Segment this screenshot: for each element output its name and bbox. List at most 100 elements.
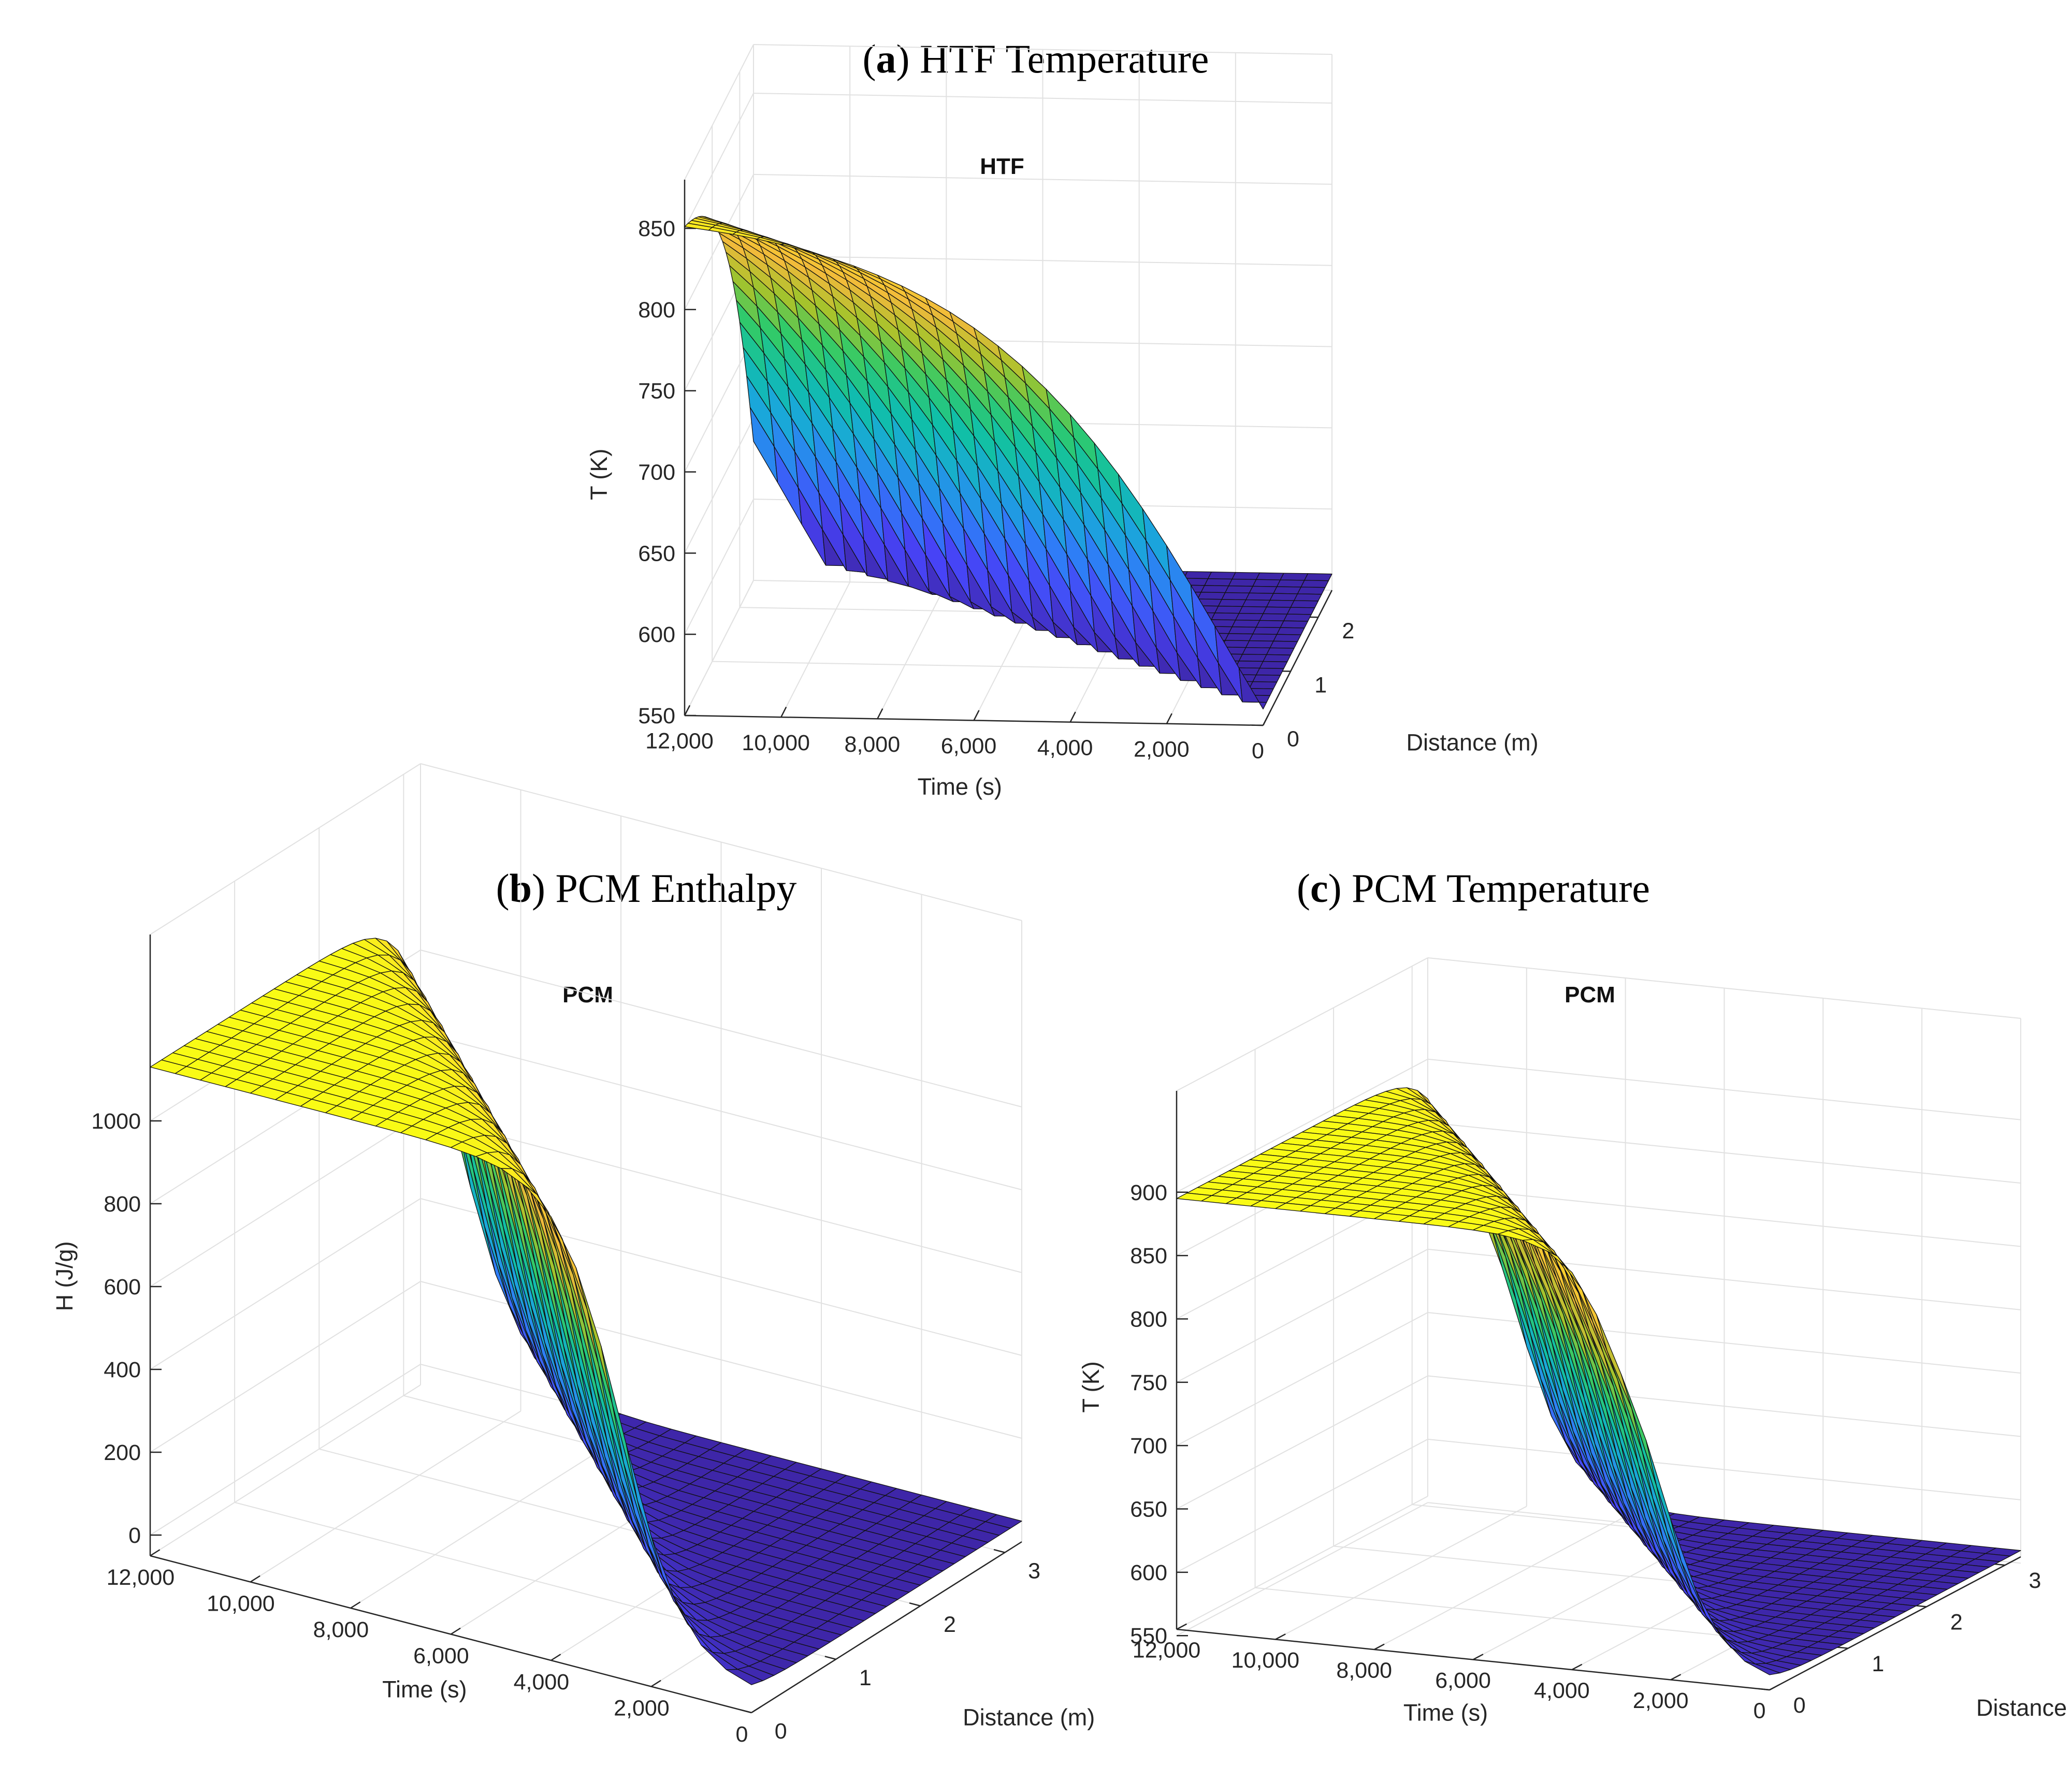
x-tick xyxy=(150,1549,161,1557)
surface-c xyxy=(1176,1087,2021,1675)
x-axis-label: Time (s) xyxy=(1403,1700,1488,1726)
z-tick-label: 750 xyxy=(1130,1370,1167,1395)
y-tick xyxy=(993,1549,1005,1553)
z-tick-label: 700 xyxy=(1130,1434,1167,1458)
axes-c: 0 2,000 4,000 6,000 8,000 10,000 12,000 0 1 2 3 550… xyxy=(1078,1091,2072,1726)
y-axis-label: Distance (m) xyxy=(963,1704,1095,1731)
box-edge xyxy=(1176,957,1428,1091)
box-edge xyxy=(753,44,1332,55)
z-tick-label: 1000 xyxy=(91,1109,141,1134)
surface-cell xyxy=(1225,633,1253,641)
surface-plot-b: 0 2,000 4,000 6,000 8,000 10,000 12,000 0 1 2 3 0 20… xyxy=(51,763,1095,1747)
x-tick xyxy=(250,1575,260,1583)
x-tick-label: 6,000 xyxy=(1435,1668,1491,1693)
y-tick xyxy=(1758,1688,1770,1691)
surface-cell xyxy=(1273,586,1301,594)
y-tick xyxy=(824,1656,836,1660)
grid-line xyxy=(150,1115,421,1287)
z-tick-label: 650 xyxy=(638,541,675,566)
surface-cell xyxy=(1266,647,1295,655)
z-tick-label: 550 xyxy=(638,704,675,728)
surface-cell xyxy=(1252,674,1281,683)
x-tick-label: 0 xyxy=(735,1722,748,1747)
z-tick-label: 800 xyxy=(638,298,675,323)
x-tick-label: 8,000 xyxy=(313,1617,369,1642)
x-axis-label: Time (s) xyxy=(382,1676,467,1703)
surface-cell xyxy=(1297,587,1326,595)
grid-line xyxy=(684,499,754,635)
x-tick xyxy=(1374,1643,1385,1651)
x-tick xyxy=(684,705,691,716)
x-tick-label: 8,000 xyxy=(845,732,901,757)
x-tick xyxy=(780,706,787,718)
panel-a: HTF 0 2,000 4,000 6,000 8,000 10,000 12,000 0 1 2… xyxy=(586,44,1539,800)
surface-cell xyxy=(1269,593,1298,601)
grid-line xyxy=(1374,1516,1626,1650)
y-tick-label: 1 xyxy=(1872,1652,1884,1676)
z-tick-label: 400 xyxy=(104,1357,141,1382)
surface-cell xyxy=(1266,600,1295,608)
grid-line xyxy=(1176,1502,1428,1637)
surface-cell xyxy=(1214,606,1243,614)
surface-cell xyxy=(1280,620,1309,629)
surface-cell xyxy=(1259,661,1288,669)
grid-line xyxy=(1176,1496,1428,1630)
y-tick-label: 0 xyxy=(1793,1693,1806,1718)
surface-cell xyxy=(1304,573,1332,581)
surface-plot-a: 0 2,000 4,000 6,000 8,000 10,000 12,000 0 1 2 550 6… xyxy=(586,44,1539,800)
surface-cell xyxy=(1211,612,1240,621)
surface-cell xyxy=(1283,614,1312,622)
plot-title-c: PCM xyxy=(1564,982,1615,1008)
surface-cell xyxy=(1300,580,1329,588)
grid-line xyxy=(684,93,754,229)
grid-line xyxy=(1176,1375,1428,1510)
z-tick-label: 850 xyxy=(1130,1244,1167,1268)
x-tick-label: 10,000 xyxy=(207,1591,275,1616)
grid-line xyxy=(150,1364,421,1536)
caption-a: (a) HTF Temperature xyxy=(863,36,1209,81)
surface-a xyxy=(684,216,1332,710)
x-tick xyxy=(650,1680,661,1687)
y-tick-label: 3 xyxy=(1028,1559,1040,1584)
y-tick-label: 3 xyxy=(2028,1568,2041,1593)
grid-line xyxy=(684,174,754,310)
surface-cell xyxy=(1294,593,1322,602)
x-tick-label: 2,000 xyxy=(614,1696,670,1720)
y-tick-label: 1 xyxy=(859,1666,872,1690)
x-axis-label: Time (s) xyxy=(918,773,1002,800)
grid-line xyxy=(684,580,754,716)
x-tick-label: 2,000 xyxy=(1134,737,1190,762)
box-edge xyxy=(150,763,421,935)
box-edge xyxy=(420,763,1022,921)
grid-line xyxy=(1176,1248,1428,1383)
surface-cell xyxy=(1242,599,1270,607)
x-tick xyxy=(450,1627,461,1635)
surface-cell xyxy=(1204,578,1233,587)
x-tick xyxy=(350,1601,361,1609)
z-axis-label: T (K) xyxy=(1078,1361,1104,1412)
grid-line xyxy=(1176,1312,1428,1447)
y-axis-label: Distance (m) xyxy=(1407,729,1539,756)
surface-b xyxy=(150,938,1022,1685)
x-tick xyxy=(1571,1663,1583,1671)
surface-cell xyxy=(1228,626,1257,635)
grid-line xyxy=(1176,1058,1428,1193)
box-edge xyxy=(1427,957,2021,1019)
surface-cell xyxy=(1231,572,1260,580)
x-tick-label: 10,000 xyxy=(1231,1648,1300,1673)
surface-cell xyxy=(1252,579,1281,587)
z-tick-label: 700 xyxy=(638,460,675,485)
x-tick-label: 6,000 xyxy=(413,1643,469,1668)
grid-line xyxy=(150,1198,421,1370)
y-tick xyxy=(1915,1604,1927,1608)
surface-cell xyxy=(1242,647,1270,655)
surface-cell xyxy=(1290,600,1319,608)
surface-cell xyxy=(726,1669,763,1685)
x-tick xyxy=(751,1706,762,1714)
x-tick xyxy=(1176,1623,1187,1630)
grid-line xyxy=(684,337,754,472)
surface-cell xyxy=(1228,578,1257,587)
y-tick xyxy=(1836,1646,1848,1649)
grid-line xyxy=(1275,1506,1527,1640)
panel-c: PCM 0 2,000 4,000 6,000 8,000 10,000 12,000 0 1 2… xyxy=(1078,957,2072,1726)
